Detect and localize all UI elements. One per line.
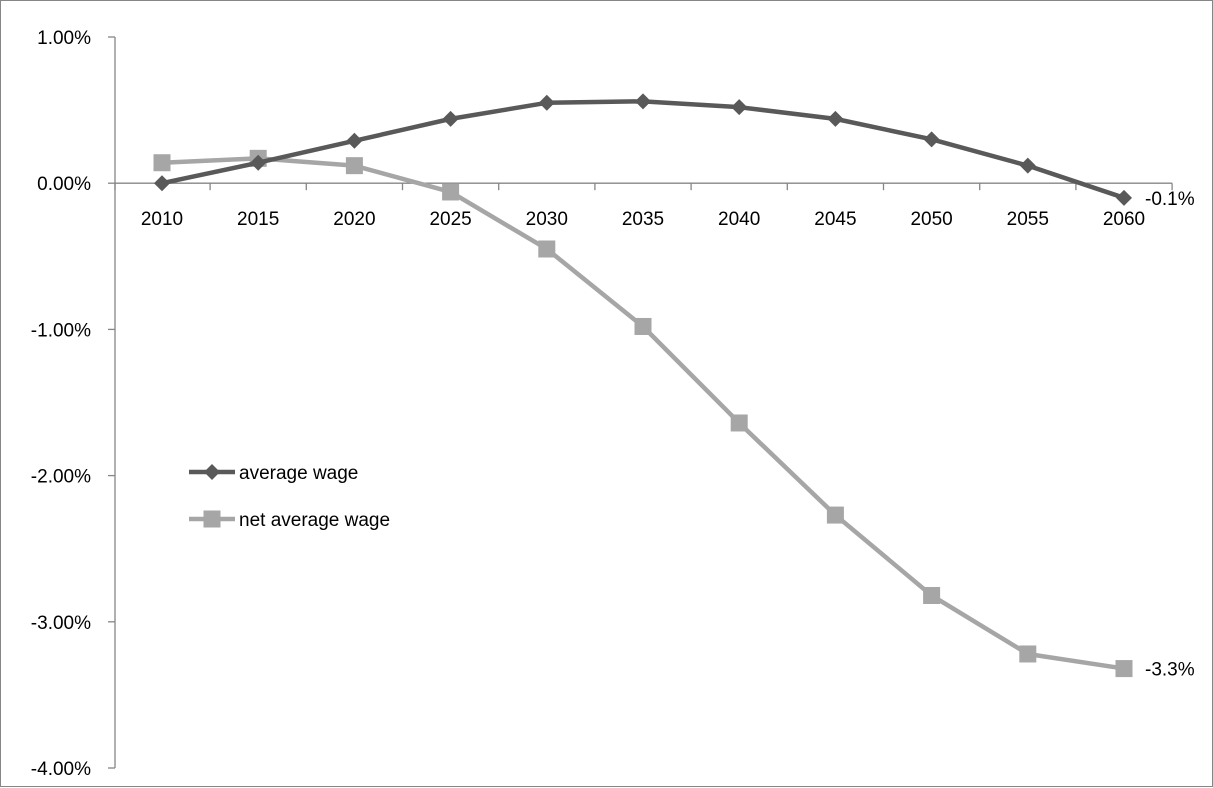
legend-item: average wage [189,463,358,484]
data-point [634,317,652,335]
x-tick-label: 2030 [526,209,568,230]
data-point [923,586,941,604]
data-point [442,110,459,127]
series-average-wage [154,93,1132,206]
x-tick-label: 2020 [333,209,375,230]
legend: average wage net average wage [189,463,390,531]
data-point [923,131,940,148]
legend-swatch-marker [203,510,221,528]
legend-label: net average wage [239,510,390,531]
data-point [1115,660,1133,678]
x-axis: 2010 2015 2020 2025 2030 2035 2040 2045 2050 2055… [114,182,1173,230]
y-axis: 1.00% 0.00% -1.00% -2.00% -3.00% -4.00% [31,28,116,780]
x-tick-label: 2040 [718,209,760,230]
data-point [826,506,844,524]
y-tick-label: 0.00% [37,174,91,195]
series-group [153,93,1133,678]
data-point [345,157,363,175]
end-labels: -0.1% -3.3% [1145,189,1195,681]
data-point [1019,157,1036,174]
data-point [153,154,171,172]
y-tick-label: -4.00% [31,759,91,780]
x-tick-label: 2015 [237,209,279,230]
y-tick-label: 1.00% [37,28,91,49]
data-point [1019,645,1037,663]
x-tick-label: 2025 [429,209,471,230]
y-tick-label: -3.00% [31,613,91,634]
data-point [250,154,267,171]
data-point [827,110,844,127]
x-tick-label: 2035 [622,209,664,230]
series-line [161,156,1125,671]
data-label: -3.3% [1145,660,1195,681]
data-point [538,94,555,111]
y-tick-label: -1.00% [31,320,91,341]
legend-item: net average wage [189,510,390,531]
x-tick-label: 2055 [1007,209,1049,230]
x-tick-label: 2010 [141,209,183,230]
data-point [730,414,748,432]
data-point [154,175,170,192]
x-tick-label: 2060 [1103,209,1145,230]
data-point [731,99,748,116]
data-point [538,240,556,258]
data-point [635,93,651,110]
x-tick-label: 2045 [814,209,856,230]
x-tick-label: 2050 [910,209,952,230]
legend-swatch-marker [204,464,220,480]
data-point [1116,189,1132,206]
data-point [346,132,363,149]
y-tick-label: -2.00% [31,467,91,488]
legend-label: average wage [239,463,358,484]
data-label: -0.1% [1145,189,1195,210]
data-point [442,183,460,201]
